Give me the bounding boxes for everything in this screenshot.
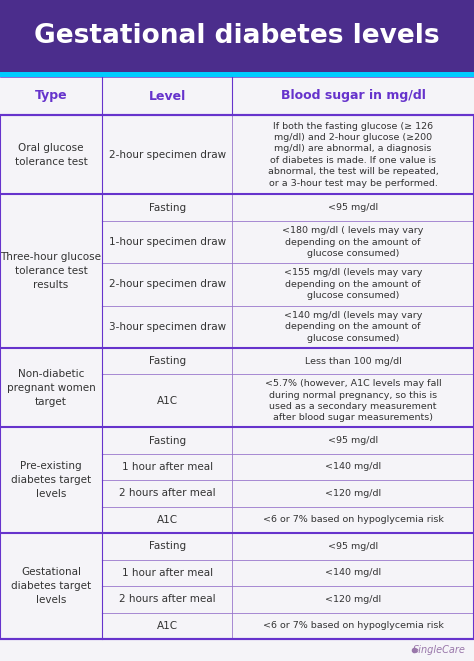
Text: <140 mg/dl (levels may vary
depending on the amount of
glucose consumed): <140 mg/dl (levels may vary depending on… — [284, 311, 422, 342]
Text: <6 or 7% based on hypoglycemia risk: <6 or 7% based on hypoglycemia risk — [263, 516, 444, 524]
Bar — [0, 0, 474, 72]
Text: Pre-existing
diabetes target
levels: Pre-existing diabetes target levels — [11, 461, 91, 499]
Text: 2 hours after meal: 2 hours after meal — [119, 488, 215, 498]
Text: A1C: A1C — [156, 515, 178, 525]
Text: Three-hour glucose
tolerance test
results: Three-hour glucose tolerance test result… — [0, 252, 101, 290]
Text: 3-hour specimen draw: 3-hour specimen draw — [109, 322, 226, 332]
Text: <95 mg/dl: <95 mg/dl — [328, 542, 378, 551]
Text: <120 mg/dl: <120 mg/dl — [325, 489, 381, 498]
Text: Type: Type — [35, 89, 67, 102]
Text: 1 hour after meal: 1 hour after meal — [121, 568, 213, 578]
Text: If both the fasting glucose (≥ 126
mg/dl) and 2-hour glucose (≥200
mg/dl) are ab: If both the fasting glucose (≥ 126 mg/dl… — [268, 122, 438, 188]
Text: Fasting: Fasting — [148, 356, 186, 366]
Text: <95 mg/dl: <95 mg/dl — [328, 203, 378, 212]
Text: 1-hour specimen draw: 1-hour specimen draw — [109, 237, 226, 247]
Text: Non-diabetic
pregnant women
target: Non-diabetic pregnant women target — [7, 369, 95, 407]
Text: <140 mg/dl: <140 mg/dl — [325, 568, 381, 577]
Text: <5.7% (however, A1C levels may fall
during normal pregnancy, so this is
used as : <5.7% (however, A1C levels may fall duri… — [265, 379, 441, 422]
Text: Fasting: Fasting — [148, 541, 186, 551]
Text: <155 mg/dl (levels may vary
depending on the amount of
glucose consumed): <155 mg/dl (levels may vary depending on… — [284, 268, 422, 300]
Bar — [0, 72, 474, 77]
Text: Gestational diabetes levels: Gestational diabetes levels — [34, 23, 440, 49]
Text: <95 mg/dl: <95 mg/dl — [328, 436, 378, 445]
Text: <6 or 7% based on hypoglycemia risk: <6 or 7% based on hypoglycemia risk — [263, 621, 444, 631]
Text: Fasting: Fasting — [148, 436, 186, 446]
Bar — [0, 115, 474, 639]
Text: 2-hour specimen draw: 2-hour specimen draw — [109, 149, 226, 160]
Text: Level: Level — [148, 89, 186, 102]
Bar — [0, 77, 474, 115]
Text: <120 mg/dl: <120 mg/dl — [325, 595, 381, 603]
Text: <180 mg/dl ( levels may vary
depending on the amount of
glucose consumed): <180 mg/dl ( levels may vary depending o… — [283, 226, 424, 258]
Text: Oral glucose
tolerance test: Oral glucose tolerance test — [15, 143, 87, 167]
Text: 1 hour after meal: 1 hour after meal — [121, 462, 213, 472]
Text: A1C: A1C — [156, 396, 178, 406]
Text: Fasting: Fasting — [148, 203, 186, 213]
Text: SingleCare: SingleCare — [413, 645, 466, 655]
Text: 2-hour specimen draw: 2-hour specimen draw — [109, 280, 226, 290]
Text: Gestational
diabetes target
levels: Gestational diabetes target levels — [11, 567, 91, 605]
Text: Blood sugar in mg/dl: Blood sugar in mg/dl — [281, 89, 426, 102]
Text: <140 mg/dl: <140 mg/dl — [325, 463, 381, 471]
Text: 2 hours after meal: 2 hours after meal — [119, 594, 215, 604]
Text: Less than 100 mg/dl: Less than 100 mg/dl — [305, 357, 401, 366]
Text: A1C: A1C — [156, 621, 178, 631]
